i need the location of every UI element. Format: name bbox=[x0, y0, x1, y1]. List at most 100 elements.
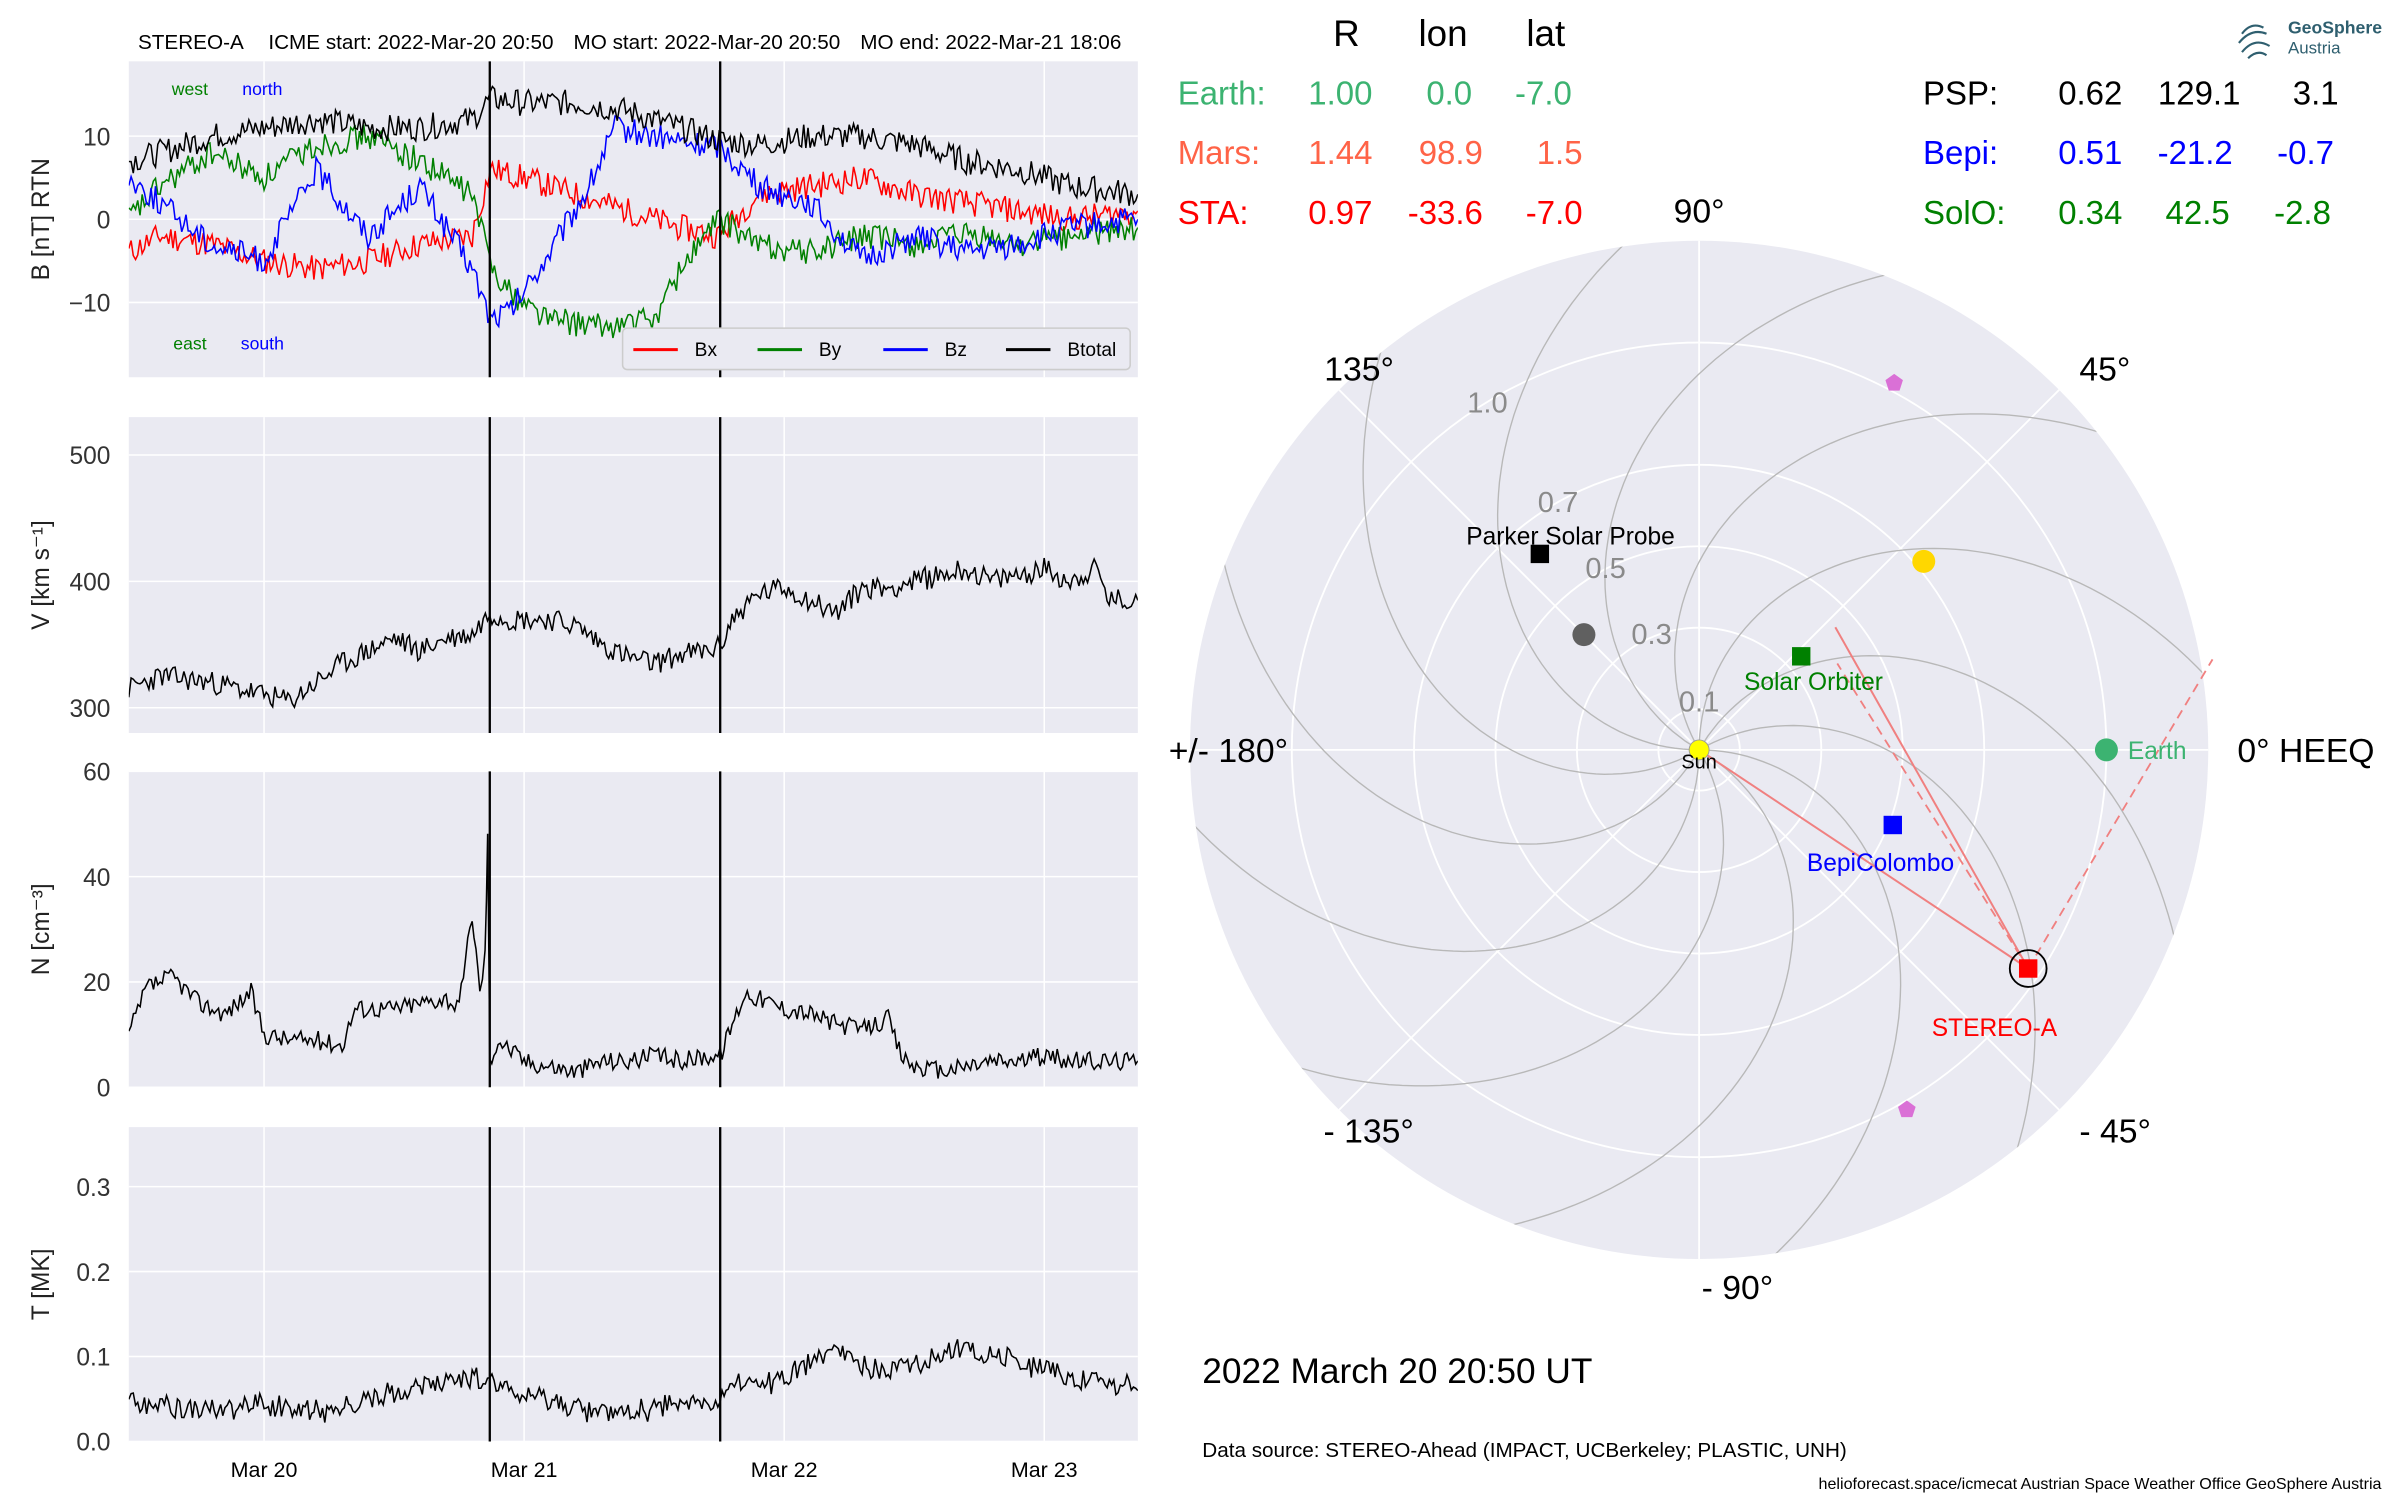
b-ylabel: B [nT] RTN bbox=[28, 158, 55, 280]
annotation-west: west bbox=[171, 79, 208, 99]
y-tick-label: −10 bbox=[69, 291, 111, 318]
header-mo-start: MO start: 2022-Mar-20 20:50 bbox=[574, 31, 841, 54]
angle-label: 90° bbox=[1674, 192, 1725, 230]
header-mo-end: MO end: 2022-Mar-21 18:06 bbox=[860, 31, 1121, 54]
angular-gridline bbox=[1338, 749, 1700, 1111]
row-sta-r: 0.97 bbox=[1308, 194, 1372, 231]
table-row-bepi: Bepi: 0.51 -21.2 -0.7 bbox=[1923, 134, 2334, 171]
annotation-south: south bbox=[241, 334, 284, 354]
temperature-panel-bg bbox=[128, 1127, 1138, 1442]
parker-spiral-line bbox=[1702, 655, 2180, 956]
body-marker-sun bbox=[1688, 739, 1710, 761]
radial-tick-label: 1.0 bbox=[1467, 388, 1507, 420]
annotation-east: east bbox=[173, 334, 206, 354]
b-panel-annotations: west north east south bbox=[171, 79, 284, 354]
body-marker-venus bbox=[1912, 549, 1936, 573]
body-label-earth: Earth bbox=[2128, 738, 2187, 765]
x-tick-label: Mar 21 bbox=[491, 1458, 558, 1482]
series-line-bx bbox=[128, 159, 1138, 280]
logo-mark-icon bbox=[2238, 24, 2271, 60]
radial-tick-label: 0.5 bbox=[1585, 553, 1626, 585]
row-psp-lat: 3.1 bbox=[2293, 74, 2339, 111]
row-solo-lat: -2.8 bbox=[2274, 194, 2331, 231]
x-tick-label: Mar 22 bbox=[751, 1458, 818, 1482]
sta-fov-dashed-line bbox=[2027, 658, 2214, 969]
parker-spiral-line bbox=[1362, 332, 1693, 775]
parker-spiral-line bbox=[1707, 749, 1902, 1260]
row-psp-lon: 129.1 bbox=[2158, 74, 2241, 111]
sta-sun-line bbox=[1698, 749, 2029, 970]
table-row-mars: Mars: 1.44 98.9 1.5 bbox=[1178, 134, 1583, 171]
body-marker-parker-solar-probe bbox=[1530, 544, 1550, 564]
angle-label: 135° bbox=[1324, 350, 1394, 388]
body-marker-solar-orbiter bbox=[1792, 647, 1811, 666]
row-solo-r: 0.34 bbox=[2058, 194, 2122, 231]
row-mars-name: Mars: bbox=[1178, 134, 1260, 171]
temperature-ylabel: T [MK] bbox=[28, 1248, 55, 1320]
legend-label-bx: Bx bbox=[695, 340, 718, 361]
body-marker-pentagon bbox=[1898, 1100, 1916, 1118]
angle-label: 0° HEEQ bbox=[2237, 732, 2374, 770]
radial-tick-label: 0.3 bbox=[1631, 619, 1672, 651]
sta-fov-dashed-line bbox=[1836, 663, 2029, 970]
angle-label: 45° bbox=[2079, 350, 2130, 388]
stereo-a-ring bbox=[2008, 949, 2048, 988]
velocity-panel: 500 400 300 V [km s⁻¹] bbox=[28, 417, 1138, 734]
parker-spiral-line bbox=[1219, 544, 1696, 845]
y-tick-label: 500 bbox=[70, 443, 111, 470]
table-row-psp: PSP: 0.62 129.1 3.1 bbox=[1923, 74, 2339, 111]
density-panel-bg bbox=[128, 771, 1138, 1088]
series-line-btotal bbox=[128, 557, 1138, 710]
parker-spiral-line bbox=[1674, 413, 2117, 743]
header-icme-start: ICME start: 2022-Mar-20 20:50 bbox=[268, 31, 553, 54]
body-label-bepicolombo: BepiColombo bbox=[1807, 850, 1954, 877]
angle-label: - 45° bbox=[2079, 1112, 2151, 1150]
row-psp-name: PSP: bbox=[1923, 74, 1998, 111]
radial-tick-label: 0.7 bbox=[1538, 487, 1579, 519]
y-tick-label: 0.3 bbox=[76, 1175, 110, 1202]
y-tick-label: 0 bbox=[97, 207, 111, 234]
body-label-parker-solar-probe: Parker Solar Probe bbox=[1466, 524, 1674, 551]
angle-label: - 135° bbox=[1324, 1112, 1414, 1150]
density-panel: 60 40 20 0 N [cm⁻³] bbox=[28, 760, 1138, 1102]
series-line-btotal bbox=[128, 1339, 1138, 1423]
row-sta-lat: -7.0 bbox=[1526, 194, 1583, 231]
body-marker-pentagon bbox=[1885, 373, 1903, 391]
temperature-panel: Mar 20 Mar 21 Mar 22 Mar 23 0.3 0.2 0.1 0.0 T [M… bbox=[28, 1127, 1138, 1482]
legend-label-btotal: Btotal bbox=[1067, 340, 1116, 361]
row-solo-lon: 42.5 bbox=[2166, 194, 2230, 231]
parker-spiral-line bbox=[1281, 756, 1725, 1087]
legend-frame bbox=[621, 327, 1131, 371]
logo-text-line1: GeoSphere bbox=[2288, 18, 2382, 38]
angular-gridline bbox=[1338, 389, 1700, 751]
y-tick-label: 0.2 bbox=[76, 1260, 110, 1287]
table-header-r: R bbox=[1333, 13, 1360, 54]
series-line-btotal bbox=[128, 833, 1138, 1079]
y-tick-label: 40 bbox=[83, 865, 110, 892]
y-tick-label: 0.0 bbox=[76, 1430, 110, 1457]
parker-spiral-line bbox=[1493, 753, 1794, 1230]
series-line-by bbox=[128, 124, 1138, 339]
radial-tick-label: 0.1 bbox=[1679, 687, 1720, 719]
table-header-lat: lat bbox=[1526, 13, 1565, 54]
y-tick-label: 10 bbox=[83, 124, 110, 151]
row-bepi-lat: -0.7 bbox=[2277, 134, 2334, 171]
row-mars-r: 1.44 bbox=[1308, 134, 1372, 171]
body-marker-earth bbox=[2094, 738, 2118, 762]
angular-gridline bbox=[1698, 389, 2060, 751]
body-label-solar-orbiter: Solar Orbiter bbox=[1744, 669, 1883, 696]
row-mars-lat: 1.5 bbox=[1537, 134, 1583, 171]
table-row-solo: SolO: 0.34 42.5 -2.8 bbox=[1923, 194, 2331, 231]
geosphere-logo: GeoSphere Austria bbox=[2238, 18, 2382, 60]
polar-date-label: 2022 March 20 20:50 UT bbox=[1202, 1352, 1592, 1391]
angle-label: +/- 180° bbox=[1169, 732, 1288, 770]
row-bepi-name: Bepi: bbox=[1923, 134, 1998, 171]
row-sta-lon: -33.6 bbox=[1408, 194, 1483, 231]
angular-gridline bbox=[1698, 749, 2060, 1111]
legend-label-by: By bbox=[819, 340, 842, 361]
body-label-sun: Sun bbox=[1681, 751, 1716, 773]
body-marker-stereo-a bbox=[2018, 959, 2038, 978]
y-tick-label: 60 bbox=[83, 760, 110, 787]
y-tick-label: 0.1 bbox=[76, 1345, 110, 1372]
